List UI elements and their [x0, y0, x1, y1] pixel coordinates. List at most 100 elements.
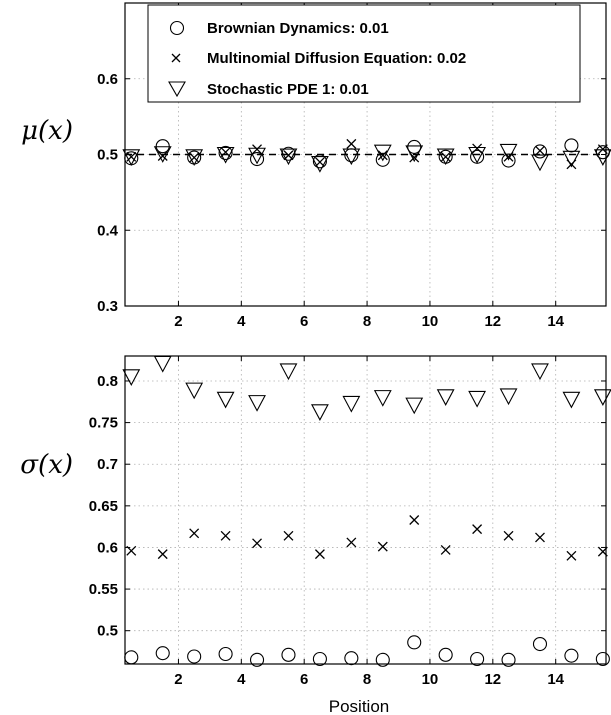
circle-marker-point: [375, 652, 390, 667]
y-tick-label: 0.3: [97, 298, 118, 315]
y-tick-label: 0.6: [97, 539, 118, 556]
triangle-marker-point: [436, 148, 455, 166]
triangle-marker-point: [122, 149, 141, 166]
y-tick-label: 0.4: [97, 222, 119, 239]
x-tick-label: 14: [547, 671, 564, 688]
legend: Brownian Dynamics: 0.01 Multinomial Diff…: [147, 4, 581, 103]
x-marker-point: [283, 530, 294, 541]
x-marker-point: [220, 530, 231, 541]
legend-label-spde: Stochastic PDE 1: 0.01: [207, 81, 369, 98]
x-tick-label: 12: [484, 671, 501, 688]
circle-marker-point: [501, 652, 516, 667]
x-marker-point: [252, 144, 262, 155]
triangle-marker-point: [122, 369, 141, 386]
circle-marker-point: [281, 146, 296, 161]
triangle-marker-point: [562, 150, 581, 168]
legend-label-multinomial: Multinomial Diffusion Equation: 0.02: [207, 50, 466, 67]
circle-marker-point: [312, 154, 327, 169]
circle-marker-point: [155, 646, 170, 661]
circle-marker-point: [407, 635, 422, 650]
triangle-marker-point: [499, 388, 518, 406]
triangle-marker-point: [153, 355, 172, 373]
x-marker-point: [126, 545, 137, 556]
circle-marker-point: [532, 144, 548, 159]
legend-x-marker: [171, 53, 181, 63]
triangle-marker-point: [153, 146, 172, 163]
y-tick-label: 0.75: [89, 415, 118, 432]
circle-marker-point: [532, 636, 548, 652]
triangle-marker-point: [562, 391, 581, 409]
triangle-marker-point: [185, 149, 204, 166]
x-axis-label: Position: [329, 697, 389, 715]
x-marker-point: [157, 549, 168, 560]
x-tick-label: 6: [300, 671, 308, 688]
x-tick-label: 8: [363, 671, 371, 688]
x-marker-point: [377, 150, 388, 161]
circle-marker-point: [124, 650, 139, 665]
triangle-marker-point: [436, 389, 455, 406]
x-tick-label: 10: [422, 313, 439, 330]
triangle-marker-point: [310, 156, 329, 173]
x-marker-point: [503, 530, 514, 541]
circle-marker-point: [249, 151, 265, 167]
x-tick-label: 12: [484, 313, 501, 330]
triangle-marker-point: [342, 148, 361, 166]
circle-marker-point: [218, 145, 233, 161]
y-tick-label: 0.65: [89, 498, 118, 515]
x-marker-point: [472, 143, 483, 154]
y-tick-label: 0.8: [97, 373, 118, 390]
circle-marker-point: [344, 651, 359, 666]
sigma-axis-label: σ(x): [20, 450, 73, 480]
circle-marker-point: [407, 139, 422, 154]
x-marker-point: [252, 538, 262, 549]
triangle-marker-point: [216, 146, 235, 164]
triangle-marker-point: [468, 390, 487, 408]
legend-box: [147, 4, 581, 103]
x-marker-point: [409, 515, 420, 525]
circle-marker-point: [155, 139, 170, 154]
x-tick-label: 4: [237, 671, 246, 688]
x-marker-point: [440, 544, 451, 555]
x-marker-point: [440, 151, 451, 162]
triangle-marker-point: [593, 389, 611, 406]
x-marker-point: [346, 537, 357, 548]
triangle-marker-point: [248, 147, 266, 165]
y-tick-label: 0.5: [97, 147, 118, 164]
sigma-panel: 2 4 6 8 10 12 14 0.5 0.55 0.6 0.65 0.7 0.75 0.8: [89, 355, 611, 688]
y-tick-label: 0.6: [97, 71, 118, 88]
circle-marker-point: [564, 648, 579, 663]
x-tick-label: 2: [174, 671, 182, 688]
x-marker-point: [314, 549, 325, 560]
circle-marker-point: [312, 651, 327, 667]
circle-marker-point: [218, 646, 233, 662]
x-tick-label: 8: [363, 313, 371, 330]
x-marker-point: [157, 151, 168, 161]
circle-marker-point: [249, 652, 265, 667]
triangle-marker-point: [279, 363, 298, 381]
triangle-marker-point: [531, 154, 549, 172]
x-marker-point: [189, 152, 200, 163]
circle-marker-point: [595, 651, 610, 667]
triangle-marker-point: [248, 395, 266, 412]
x-marker-point: [377, 541, 388, 552]
triangle-marker-point: [499, 143, 518, 161]
y-tick-label: 0.7: [97, 456, 118, 473]
circle-marker-point: [375, 152, 390, 167]
x-tick-label: 2: [174, 313, 182, 330]
legend-circle-marker: [169, 20, 185, 36]
circle-marker-point: [470, 651, 485, 667]
x-marker-point: [346, 138, 357, 149]
triangle-marker-point: [531, 363, 549, 381]
triangle-marker-point: [373, 144, 392, 162]
x-marker-point: [535, 532, 545, 543]
circle-marker-point: [281, 647, 296, 662]
x-marker-point: [472, 524, 483, 535]
plot-frame: [124, 2, 607, 307]
mu-axis-label: μ(x): [21, 116, 73, 146]
x-marker-point: [220, 147, 231, 158]
x-tick-label: 10: [422, 671, 439, 688]
x-marker-point: [189, 528, 200, 539]
circle-marker-point: [564, 138, 579, 153]
triangle-marker-point: [185, 382, 204, 400]
